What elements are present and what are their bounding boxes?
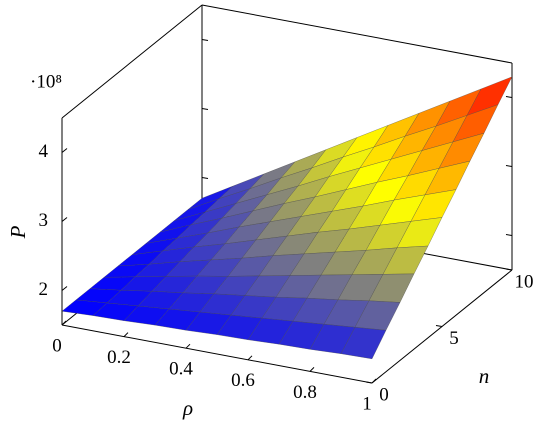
tick-mark — [371, 378, 377, 384]
x-tick-label: 1 — [362, 393, 372, 414]
x-tick-label: 0.8 — [293, 382, 317, 403]
surface — [61, 76, 513, 360]
x-tick-label: 0.4 — [169, 359, 193, 380]
tick-mark — [61, 148, 68, 153]
tick-mark — [435, 325, 443, 327]
tick-mark — [201, 108, 209, 110]
y-tick-label: 0 — [379, 384, 389, 405]
tick-mark — [61, 217, 68, 222]
z-axis-title: P — [6, 225, 30, 239]
x-tick-label: 0.2 — [107, 347, 131, 368]
box-edge — [61, 4, 203, 119]
z-tick-label: 4 — [39, 141, 49, 162]
surface-patch — [340, 326, 387, 360]
tick-mark — [365, 381, 373, 384]
tick-mark — [185, 343, 191, 349]
tick-mark — [505, 234, 513, 236]
box-edge — [201, 4, 513, 64]
z-tick-label: 2 — [39, 279, 49, 300]
z-multiplier: ·10⁸ — [30, 71, 62, 92]
tick-mark — [505, 96, 513, 98]
x-tick-label: 0.6 — [231, 370, 255, 391]
tick-mark — [505, 268, 513, 271]
tick-mark — [61, 286, 68, 291]
z-tick-label: 3 — [39, 210, 49, 231]
y-tick-label: 10 — [515, 271, 534, 292]
tick-mark — [61, 320, 67, 326]
x-tick-label: 0 — [52, 335, 62, 356]
tick-mark — [309, 367, 315, 372]
tick-mark — [123, 332, 129, 337]
y-tick-label: 5 — [449, 328, 459, 349]
box-edge — [61, 324, 373, 384]
tick-mark — [505, 165, 513, 167]
tick-mark — [201, 177, 209, 179]
y-axis-title: n — [479, 364, 490, 388]
tick-mark — [247, 355, 253, 361]
tick-mark — [201, 39, 209, 41]
x-axis-title: ρ — [182, 396, 193, 420]
